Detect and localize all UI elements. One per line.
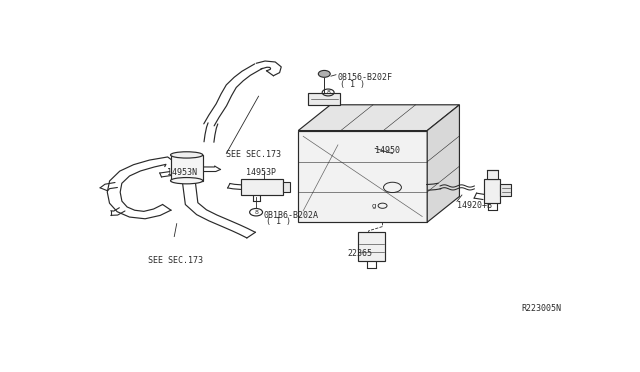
Text: 14950: 14950: [375, 146, 400, 155]
Text: 8: 8: [326, 90, 330, 95]
Bar: [358, 232, 385, 261]
Text: 22365: 22365: [348, 249, 373, 258]
Bar: [170, 155, 203, 181]
Text: 0B1B6-B202A: 0B1B6-B202A: [264, 211, 319, 219]
Text: SEE SEC.173: SEE SEC.173: [227, 150, 282, 160]
Text: 8: 8: [254, 210, 258, 215]
Bar: [308, 93, 340, 105]
Text: R223005N: R223005N: [522, 304, 561, 312]
Polygon shape: [298, 105, 460, 131]
Text: ( 1 ): ( 1 ): [340, 80, 365, 89]
Circle shape: [318, 70, 330, 77]
Text: 14953N: 14953N: [167, 168, 197, 177]
Ellipse shape: [170, 177, 203, 184]
Text: 14920+B: 14920+B: [457, 201, 492, 209]
Text: 08156-B202F: 08156-B202F: [338, 73, 393, 82]
Text: SEE SEC.173: SEE SEC.173: [148, 256, 204, 265]
Ellipse shape: [170, 152, 203, 158]
Text: ( 1 ): ( 1 ): [266, 217, 291, 226]
Bar: [484, 179, 500, 203]
Polygon shape: [428, 105, 460, 222]
Bar: [241, 179, 284, 195]
Bar: [284, 182, 291, 192]
Text: 14953P: 14953P: [246, 168, 276, 177]
Bar: [486, 170, 498, 179]
Bar: [500, 185, 511, 196]
Polygon shape: [298, 131, 428, 222]
Text: g: g: [371, 203, 376, 209]
